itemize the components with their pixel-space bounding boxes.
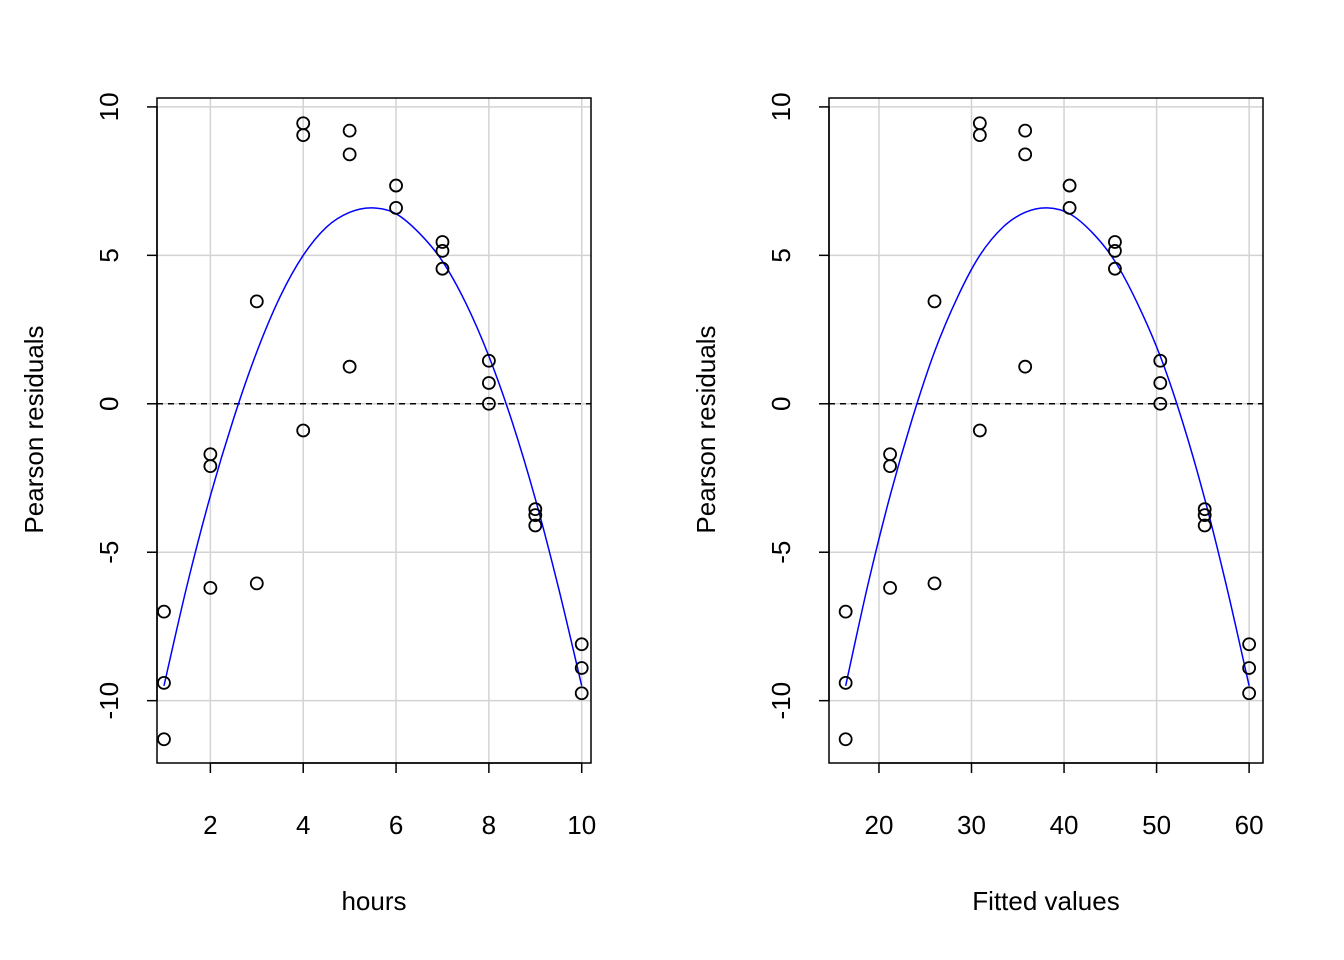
left-data-point: [342, 123, 357, 138]
left-y-tick-label: -5: [94, 541, 124, 564]
left-x-tick-label: 10: [567, 810, 596, 840]
right-data-point: [1153, 353, 1168, 368]
right-data-point: [927, 576, 942, 591]
right-x-tick-label: 50: [1142, 810, 1171, 840]
right-x-tick-label: 30: [957, 810, 986, 840]
left-data-point: [528, 508, 543, 523]
left-data-point: [249, 576, 264, 591]
left-panel-hours: 2 4 6 8 10 -10 -5 0 5 10 hours Pearson residuals: [19, 92, 596, 916]
right-data-point: [972, 116, 987, 131]
left-x-tick-label: 8: [482, 810, 496, 840]
left-data-point: [435, 261, 450, 276]
left-x-tick-label: 6: [389, 810, 403, 840]
right-x-axis: 20 30 40 50 60: [865, 762, 1264, 840]
left-x-tick-label: 2: [203, 810, 217, 840]
right-y-tick-label: -10: [766, 682, 796, 720]
left-data-point: [481, 353, 496, 368]
right-y-axis: -10 -5 0 5 10: [766, 92, 830, 720]
left-data-point: [574, 661, 589, 675]
left-plot-frame: [156, 97, 592, 764]
right-data-point: [1242, 661, 1257, 675]
right-x-tick-label: 20: [865, 810, 894, 840]
right-data-point: [1062, 200, 1077, 215]
left-y-axis-title: Pearson residuals: [19, 325, 49, 533]
left-y-tick-label: -10: [94, 682, 124, 720]
left-data-point: [574, 686, 589, 701]
right-x-axis-title: Fitted values: [972, 886, 1119, 916]
left-data-point: [528, 502, 543, 517]
right-data-point: [1108, 235, 1122, 249]
left-data-point: [296, 128, 311, 143]
right-data-point: [1197, 518, 1212, 533]
left-x-tick-label: 4: [296, 810, 310, 840]
left-data-point: [342, 359, 357, 374]
left-data-point: [481, 396, 496, 411]
right-data-point: [1242, 686, 1257, 701]
left-data-point: [528, 518, 543, 533]
right-data-point: [883, 447, 897, 462]
left-data-point: [389, 200, 403, 215]
left-y-tick-label: 0: [94, 397, 124, 411]
right-data-point: [838, 675, 853, 690]
left-x-axis: 2 4 6 8 10: [203, 762, 596, 840]
right-data-point: [1018, 123, 1033, 138]
left-data-point: [342, 147, 357, 162]
left-data-point: [574, 637, 589, 652]
left-data-point: [203, 580, 218, 595]
right-data-point: [972, 128, 987, 143]
right-data-point: [1108, 243, 1122, 258]
right-data-point: [1153, 396, 1168, 411]
left-x-axis-title: hours: [341, 886, 406, 916]
left-data-point: [157, 604, 171, 619]
right-smooth-curve: [844, 207, 1250, 686]
left-data-point: [157, 732, 171, 747]
left-data-point: [203, 459, 218, 474]
right-x-tick-label: 40: [1050, 810, 1079, 840]
right-y-tick-label: 10: [766, 92, 796, 121]
right-y-tick-label: 5: [766, 248, 796, 262]
left-data-point: [481, 376, 496, 390]
left-data-point: [435, 235, 450, 249]
right-data-point: [1242, 637, 1257, 652]
right-points: [838, 116, 1257, 747]
left-smooth-curve: [163, 207, 583, 686]
left-grid: [157, 98, 591, 763]
right-grid: [829, 98, 1263, 763]
left-data-point: [157, 675, 171, 690]
right-data-point: [927, 294, 942, 309]
right-plot-frame: [828, 97, 1264, 764]
right-data-point: [883, 459, 897, 474]
right-data-point: [1197, 502, 1212, 517]
right-data-point: [883, 580, 897, 595]
right-y-tick-label: 0: [766, 397, 796, 411]
right-data-point: [1062, 178, 1077, 193]
left-y-tick-label: 10: [94, 92, 124, 121]
right-y-axis-title: Pearson residuals: [691, 325, 721, 533]
right-panel-fitted-values: 20 30 40 50 60 -10 -5 0 5 10 Fitted values Pears…: [691, 92, 1264, 916]
right-y-tick-label: -5: [766, 541, 796, 564]
right-data-point: [972, 423, 987, 438]
right-data-point: [1197, 508, 1212, 523]
right-data-point: [838, 732, 853, 747]
right-data-point: [838, 604, 853, 619]
left-data-point: [249, 294, 264, 309]
left-y-tick-label: 5: [94, 248, 124, 262]
right-data-point: [1018, 147, 1033, 162]
right-data-point: [1018, 359, 1033, 374]
left-data-point: [296, 423, 311, 438]
left-y-axis: -10 -5 0 5 10: [94, 92, 158, 720]
right-data-point: [1108, 261, 1122, 276]
right-data-point: [1153, 376, 1168, 390]
left-data-point: [389, 178, 403, 193]
left-data-point: [435, 243, 450, 258]
right-x-tick-label: 60: [1235, 810, 1264, 840]
left-points: [157, 116, 589, 747]
